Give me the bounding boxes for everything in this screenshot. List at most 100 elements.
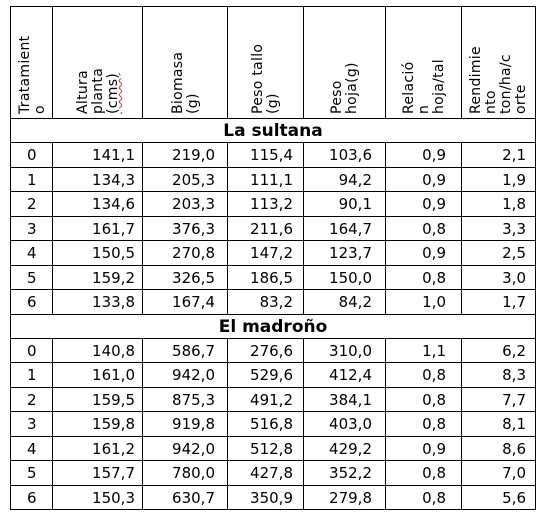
header-line: (cms) bbox=[105, 72, 121, 114]
cell-relacion-hoja-tallo: 0,9 bbox=[386, 143, 462, 168]
cell-altura-planta: 159,5 bbox=[53, 387, 143, 412]
cell-peso-tallo: 491,2 bbox=[228, 387, 304, 412]
cell-relacion-hoja-tallo: 0,9 bbox=[386, 241, 462, 266]
header-text-rendimiento: Rendimie nto ton/ha/c orte bbox=[468, 46, 529, 114]
cell-rendimiento: 6,2 bbox=[462, 338, 536, 363]
cell-biomasa: 919,8 bbox=[143, 412, 228, 437]
table-row: 2 159,5 875,3 491,2 384,1 0,8 7,7 bbox=[10, 387, 536, 412]
header-row: Tratamient o Altura planta (cms) Biomasa (g) Pe… bbox=[10, 6, 536, 119]
cell-rendimiento: 3,0 bbox=[462, 265, 536, 290]
cell-tratamiento: 0 bbox=[10, 338, 53, 363]
table-row: 3 159,8 919,8 516,8 403,0 0,8 8,1 bbox=[10, 412, 536, 437]
cell-tratamiento: 2 bbox=[10, 387, 53, 412]
cell-tratamiento: 6 bbox=[10, 485, 53, 510]
header-line: orte bbox=[513, 84, 529, 114]
cell-peso-hoja: 429,2 bbox=[304, 436, 386, 461]
header-line: (g) bbox=[185, 93, 201, 114]
header-tratamiento: Tratamient o bbox=[10, 6, 53, 119]
section-title: La sultana bbox=[10, 119, 536, 143]
data-table: Tratamient o Altura planta (cms) Biomasa (g) Pe… bbox=[10, 6, 536, 510]
table-row: 2 134,6 203,3 113,2 90,1 0,9 1,8 bbox=[10, 192, 536, 217]
cell-altura-planta: 141,1 bbox=[53, 143, 143, 168]
cell-biomasa: 203,3 bbox=[143, 192, 228, 217]
cell-altura-planta: 150,3 bbox=[53, 485, 143, 510]
cell-relacion-hoja-tallo: 0,8 bbox=[386, 485, 462, 510]
cell-relacion-hoja-tallo: 0,8 bbox=[386, 387, 462, 412]
cell-relacion-hoja-tallo: 0,8 bbox=[386, 265, 462, 290]
cell-rendimiento: 7,0 bbox=[462, 461, 536, 486]
header-line: nto bbox=[483, 90, 499, 114]
header-text-biomasa: Biomasa (g) bbox=[170, 52, 201, 114]
cell-tratamiento: 6 bbox=[10, 290, 53, 315]
header-line: Peso bbox=[329, 80, 345, 114]
cell-biomasa: 875,3 bbox=[143, 387, 228, 412]
table-row: 6 150,3 630,7 350,9 279,8 0,8 5,6 bbox=[10, 485, 536, 510]
header-line: Tratamient bbox=[17, 35, 33, 114]
cell-relacion-hoja-tallo: 0,9 bbox=[386, 167, 462, 192]
cell-biomasa: 376,3 bbox=[143, 216, 228, 241]
cell-biomasa: 205,3 bbox=[143, 167, 228, 192]
cell-biomasa: 780,0 bbox=[143, 461, 228, 486]
cell-peso-hoja: 84,2 bbox=[304, 290, 386, 315]
cell-biomasa: 942,0 bbox=[143, 436, 228, 461]
header-line: hoja(g) bbox=[344, 62, 360, 114]
cell-peso-tallo: 276,6 bbox=[228, 338, 304, 363]
header-line: Peso tallo bbox=[250, 43, 266, 114]
table-row: 1 134,3 205,3 111,1 94,2 0,9 1,9 bbox=[10, 167, 536, 192]
cell-peso-hoja: 310,0 bbox=[304, 338, 386, 363]
cell-biomasa: 219,0 bbox=[143, 143, 228, 168]
header-text-tratamiento: Tratamient o bbox=[17, 35, 48, 114]
header-line: Rendimie bbox=[468, 46, 484, 114]
cell-altura-planta: 159,8 bbox=[53, 412, 143, 437]
cell-relacion-hoja-tallo: 0,8 bbox=[386, 461, 462, 486]
cell-tratamiento: 1 bbox=[10, 167, 53, 192]
cell-rendimiento: 3,3 bbox=[462, 216, 536, 241]
cell-peso-tallo: 147,2 bbox=[228, 241, 304, 266]
cell-rendimiento: 8,1 bbox=[462, 412, 536, 437]
cell-peso-tallo: 427,8 bbox=[228, 461, 304, 486]
cell-altura-planta: 161,7 bbox=[53, 216, 143, 241]
header-line: (g) bbox=[265, 93, 281, 114]
header-peso-hoja: Peso hoja(g) bbox=[304, 6, 386, 119]
cell-rendimiento: 8,6 bbox=[462, 436, 536, 461]
cell-peso-tallo: 186,5 bbox=[228, 265, 304, 290]
cell-peso-tallo: 512,8 bbox=[228, 436, 304, 461]
table-row: 1 161,0 942,0 529,6 412,4 0,8 8,3 bbox=[10, 363, 536, 388]
cell-altura-planta: 150,5 bbox=[53, 241, 143, 266]
cell-peso-tallo: 113,2 bbox=[228, 192, 304, 217]
header-line: planta bbox=[90, 67, 106, 114]
header-relacion-hoja-tallo: Relació n hoja/tal bbox=[386, 6, 462, 119]
cell-peso-hoja: 384,1 bbox=[304, 387, 386, 412]
section-title: El madroño bbox=[10, 314, 536, 339]
cell-relacion-hoja-tallo: 1,1 bbox=[386, 338, 462, 363]
cell-peso-tallo: 83,2 bbox=[228, 290, 304, 315]
cell-relacion-hoja-tallo: 0,9 bbox=[386, 192, 462, 217]
cell-tratamiento: 5 bbox=[10, 461, 53, 486]
cell-peso-tallo: 350,9 bbox=[228, 485, 304, 510]
cell-peso-hoja: 403,0 bbox=[304, 412, 386, 437]
table-row: 4 150,5 270,8 147,2 123,7 0,9 2,5 bbox=[10, 241, 536, 266]
cell-peso-hoja: 279,8 bbox=[304, 485, 386, 510]
cell-relacion-hoja-tallo: 0,8 bbox=[386, 363, 462, 388]
cell-peso-hoja: 150,0 bbox=[304, 265, 386, 290]
header-text-altura-planta: Altura planta (cms) bbox=[75, 67, 121, 114]
cell-rendimiento: 1,8 bbox=[462, 192, 536, 217]
cell-tratamiento: 3 bbox=[10, 412, 53, 437]
cell-peso-tallo: 516,8 bbox=[228, 412, 304, 437]
table-row: 0 141,1 219,0 115,4 103,6 0,9 2,1 bbox=[10, 143, 536, 168]
cell-relacion-hoja-tallo: 1,0 bbox=[386, 290, 462, 315]
cell-rendimiento: 2,5 bbox=[462, 241, 536, 266]
cell-tratamiento: 5 bbox=[10, 265, 53, 290]
cell-tratamiento: 4 bbox=[10, 241, 53, 266]
table-row: 3 161,7 376,3 211,6 164,7 0,8 3,3 bbox=[10, 216, 536, 241]
cell-tratamiento: 0 bbox=[10, 143, 53, 168]
header-rendimiento: Rendimie nto ton/ha/c orte bbox=[462, 6, 536, 119]
cell-rendimiento: 5,6 bbox=[462, 485, 536, 510]
cell-peso-hoja: 352,2 bbox=[304, 461, 386, 486]
cell-altura-planta: 159,2 bbox=[53, 265, 143, 290]
cell-biomasa: 326,5 bbox=[143, 265, 228, 290]
cell-rendimiento: 2,1 bbox=[462, 143, 536, 168]
cell-altura-planta: 161,2 bbox=[53, 436, 143, 461]
cell-biomasa: 630,7 bbox=[143, 485, 228, 510]
cell-rendimiento: 7,7 bbox=[462, 387, 536, 412]
